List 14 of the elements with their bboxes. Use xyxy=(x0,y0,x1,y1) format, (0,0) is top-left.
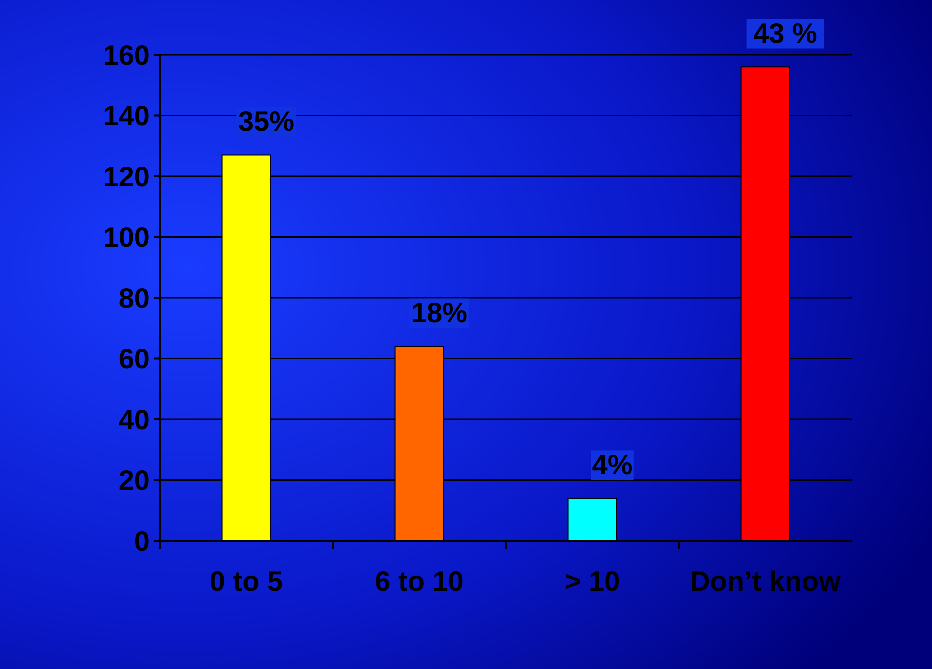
y-tick-label: 0 xyxy=(134,526,150,557)
y-tick-label: 60 xyxy=(118,344,150,375)
x-tick-label: 0 to 5 xyxy=(210,566,284,597)
x-tick-label: Don’t know xyxy=(690,566,842,597)
y-tick-label: 80 xyxy=(118,282,150,314)
annotation: 43 % xyxy=(754,18,818,50)
y-tick-label: 20 xyxy=(118,465,150,496)
x-tick-label: 6 to 10 xyxy=(375,566,464,597)
y-tick-label: 140 xyxy=(103,100,150,132)
y-tick-label: 120 xyxy=(103,161,150,192)
y-tick-label: 40 xyxy=(118,404,150,436)
x-tick-label: > 10 xyxy=(564,566,620,597)
y-tick-label: 100 xyxy=(103,222,150,254)
y-tick-label: 160 xyxy=(103,40,150,71)
